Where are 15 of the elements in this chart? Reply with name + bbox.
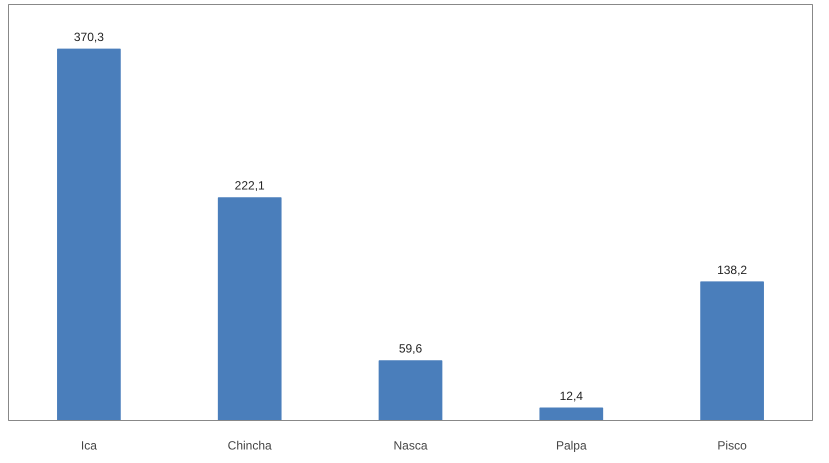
bar — [57, 48, 121, 420]
data-label: 12,4 — [560, 389, 584, 404]
x-tick-label: Pisco — [717, 438, 748, 452]
bar — [700, 281, 764, 420]
x-tick-label: Chincha — [228, 438, 272, 452]
bar — [218, 197, 282, 420]
x-tick-label: Ica — [80, 438, 98, 452]
x-tick-label: Palpa — [556, 438, 587, 452]
data-label: 138,2 — [717, 262, 748, 277]
bar — [539, 408, 604, 420]
data-label: 370,3 — [74, 30, 104, 44]
data-label: 222,1 — [234, 178, 266, 193]
bar — [378, 360, 442, 420]
x-tick-label: Nasca — [393, 438, 428, 452]
data-label: 59,6 — [398, 342, 423, 356]
